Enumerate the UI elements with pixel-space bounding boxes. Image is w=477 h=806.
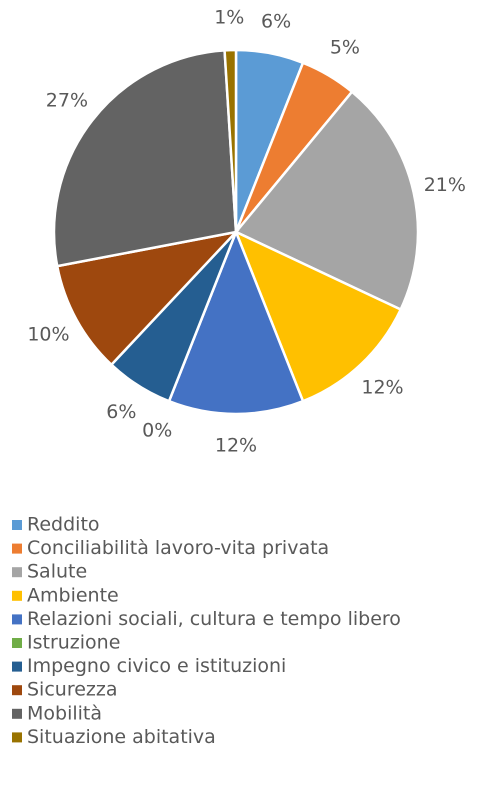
pie-slice <box>167 228 305 416</box>
legend-label: Mobilità <box>27 702 102 724</box>
legend-swatch <box>12 708 22 719</box>
legend-label: Relazioni sociali, cultura e tempo liber… <box>27 608 401 630</box>
pie-slice <box>234 90 420 312</box>
legend-swatch <box>12 732 22 743</box>
legend-swatch <box>12 590 22 601</box>
legend-label: Sicurezza <box>27 679 118 701</box>
legend-label: Situazione abitativa <box>27 726 216 748</box>
legend-label: Ambiente <box>27 584 119 606</box>
legend-label: Reddito <box>27 514 100 536</box>
data-label: 6% <box>106 401 136 423</box>
data-label: 5% <box>330 36 360 58</box>
legend-label: Istruzione <box>27 632 120 654</box>
data-label: 1% <box>214 7 244 29</box>
legend-swatch <box>12 520 22 530</box>
legend-label: Conciliabilità lavoro-vita privata <box>27 537 329 559</box>
data-label: 12% <box>215 435 257 457</box>
legend-swatch <box>12 685 22 696</box>
legend-label: Salute <box>27 561 87 583</box>
data-label: 10% <box>27 324 69 346</box>
legend-swatch <box>12 638 22 648</box>
data-label: 0% <box>142 419 172 441</box>
data-label: 21% <box>424 174 466 196</box>
legend-swatch <box>12 543 22 554</box>
legend-swatch <box>12 567 22 578</box>
pie-slice <box>223 48 238 233</box>
legend-swatch <box>12 661 22 672</box>
data-label: 27% <box>46 89 88 111</box>
data-label: 6% <box>261 10 291 32</box>
legend-label: Impegno civico e istituzioni <box>27 655 286 677</box>
pie-slice <box>233 229 403 403</box>
legend-swatch <box>12 614 22 625</box>
pie-slice <box>55 230 240 367</box>
pie-slice <box>52 49 238 268</box>
data-label: 12% <box>361 376 403 398</box>
